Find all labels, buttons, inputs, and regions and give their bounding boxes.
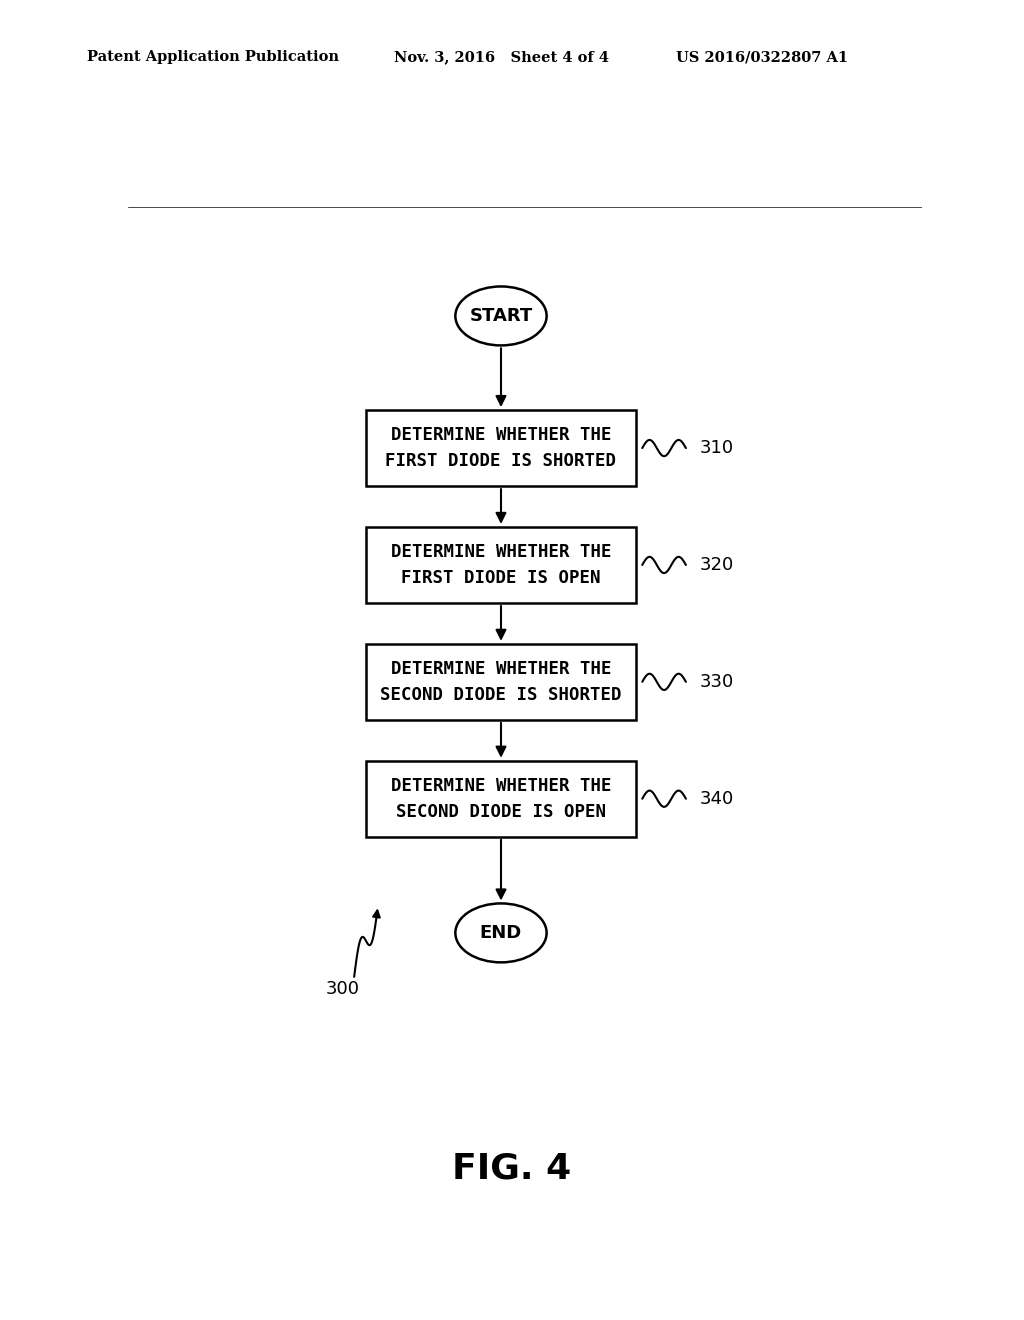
Bar (366, 644, 636, 719)
Text: 340: 340 (700, 789, 734, 808)
Text: DETERMINE WHETHER THE
FIRST DIODE IS SHORTED: DETERMINE WHETHER THE FIRST DIODE IS SHO… (385, 426, 616, 470)
Text: US 2016/0322807 A1: US 2016/0322807 A1 (676, 50, 848, 65)
Bar (366, 411, 636, 486)
Bar (366, 527, 636, 603)
Text: START: START (469, 308, 532, 325)
Text: FIG. 4: FIG. 4 (453, 1151, 571, 1185)
Text: END: END (480, 924, 522, 942)
Text: 330: 330 (700, 673, 734, 690)
Text: Patent Application Publication: Patent Application Publication (87, 50, 339, 65)
Bar (366, 760, 636, 837)
Text: DETERMINE WHETHER THE
SECOND DIODE IS SHORTED: DETERMINE WHETHER THE SECOND DIODE IS SH… (380, 660, 622, 704)
Text: Nov. 3, 2016   Sheet 4 of 4: Nov. 3, 2016 Sheet 4 of 4 (394, 50, 609, 65)
Text: 320: 320 (700, 556, 734, 574)
Text: 300: 300 (326, 979, 359, 998)
Text: DETERMINE WHETHER THE
SECOND DIODE IS OPEN: DETERMINE WHETHER THE SECOND DIODE IS OP… (391, 776, 611, 821)
Text: 310: 310 (700, 440, 734, 457)
Text: DETERMINE WHETHER THE
FIRST DIODE IS OPEN: DETERMINE WHETHER THE FIRST DIODE IS OPE… (391, 543, 611, 587)
